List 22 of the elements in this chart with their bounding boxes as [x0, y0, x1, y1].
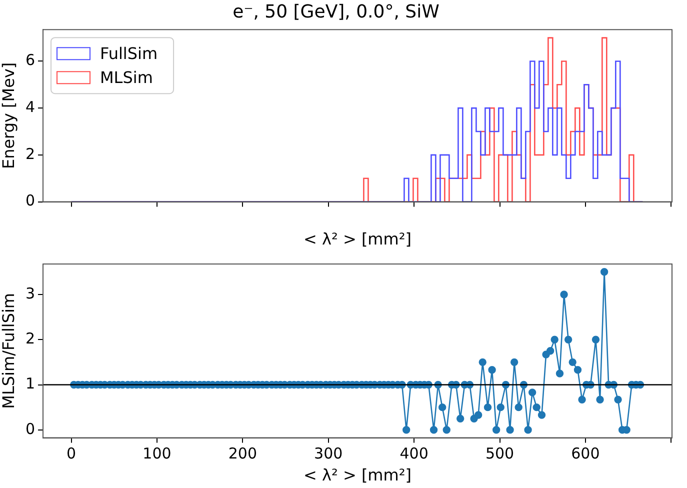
chart-title: e⁻, 50 [GeV], 0.0°, SiW	[232, 1, 440, 22]
x-tick-label: 500	[485, 444, 514, 463]
x-tick-label: 300	[314, 444, 343, 463]
y-tick-label: 4	[25, 98, 35, 116]
y-tick-label: 0	[25, 420, 35, 438]
y-tick-label: 6	[25, 51, 35, 70]
x-tick-label: 100	[142, 444, 172, 463]
y-axis-title: MLSim/FullSim	[0, 292, 18, 409]
y-tick-label: 3	[25, 284, 35, 302]
y-tick-label: 2	[25, 144, 35, 163]
x-axis-title: < λ² > [mm²]	[303, 466, 412, 485]
y-tick-label: 0	[25, 192, 35, 210]
x-tick-label: 0	[66, 444, 76, 463]
x-tick-label: 200	[228, 444, 257, 463]
x-tick-label: 400	[400, 444, 428, 463]
y-axis-title: Energy [Mev]	[0, 62, 18, 170]
y-tick-label: 2	[25, 330, 35, 348]
y-tick-label: 1	[25, 374, 35, 393]
legend-label: MLSim	[100, 68, 153, 87]
x-axis-title: < λ² > [mm²]	[303, 230, 412, 249]
x-tick-label: 600	[571, 444, 600, 463]
legend-label: FullSim	[100, 44, 158, 63]
